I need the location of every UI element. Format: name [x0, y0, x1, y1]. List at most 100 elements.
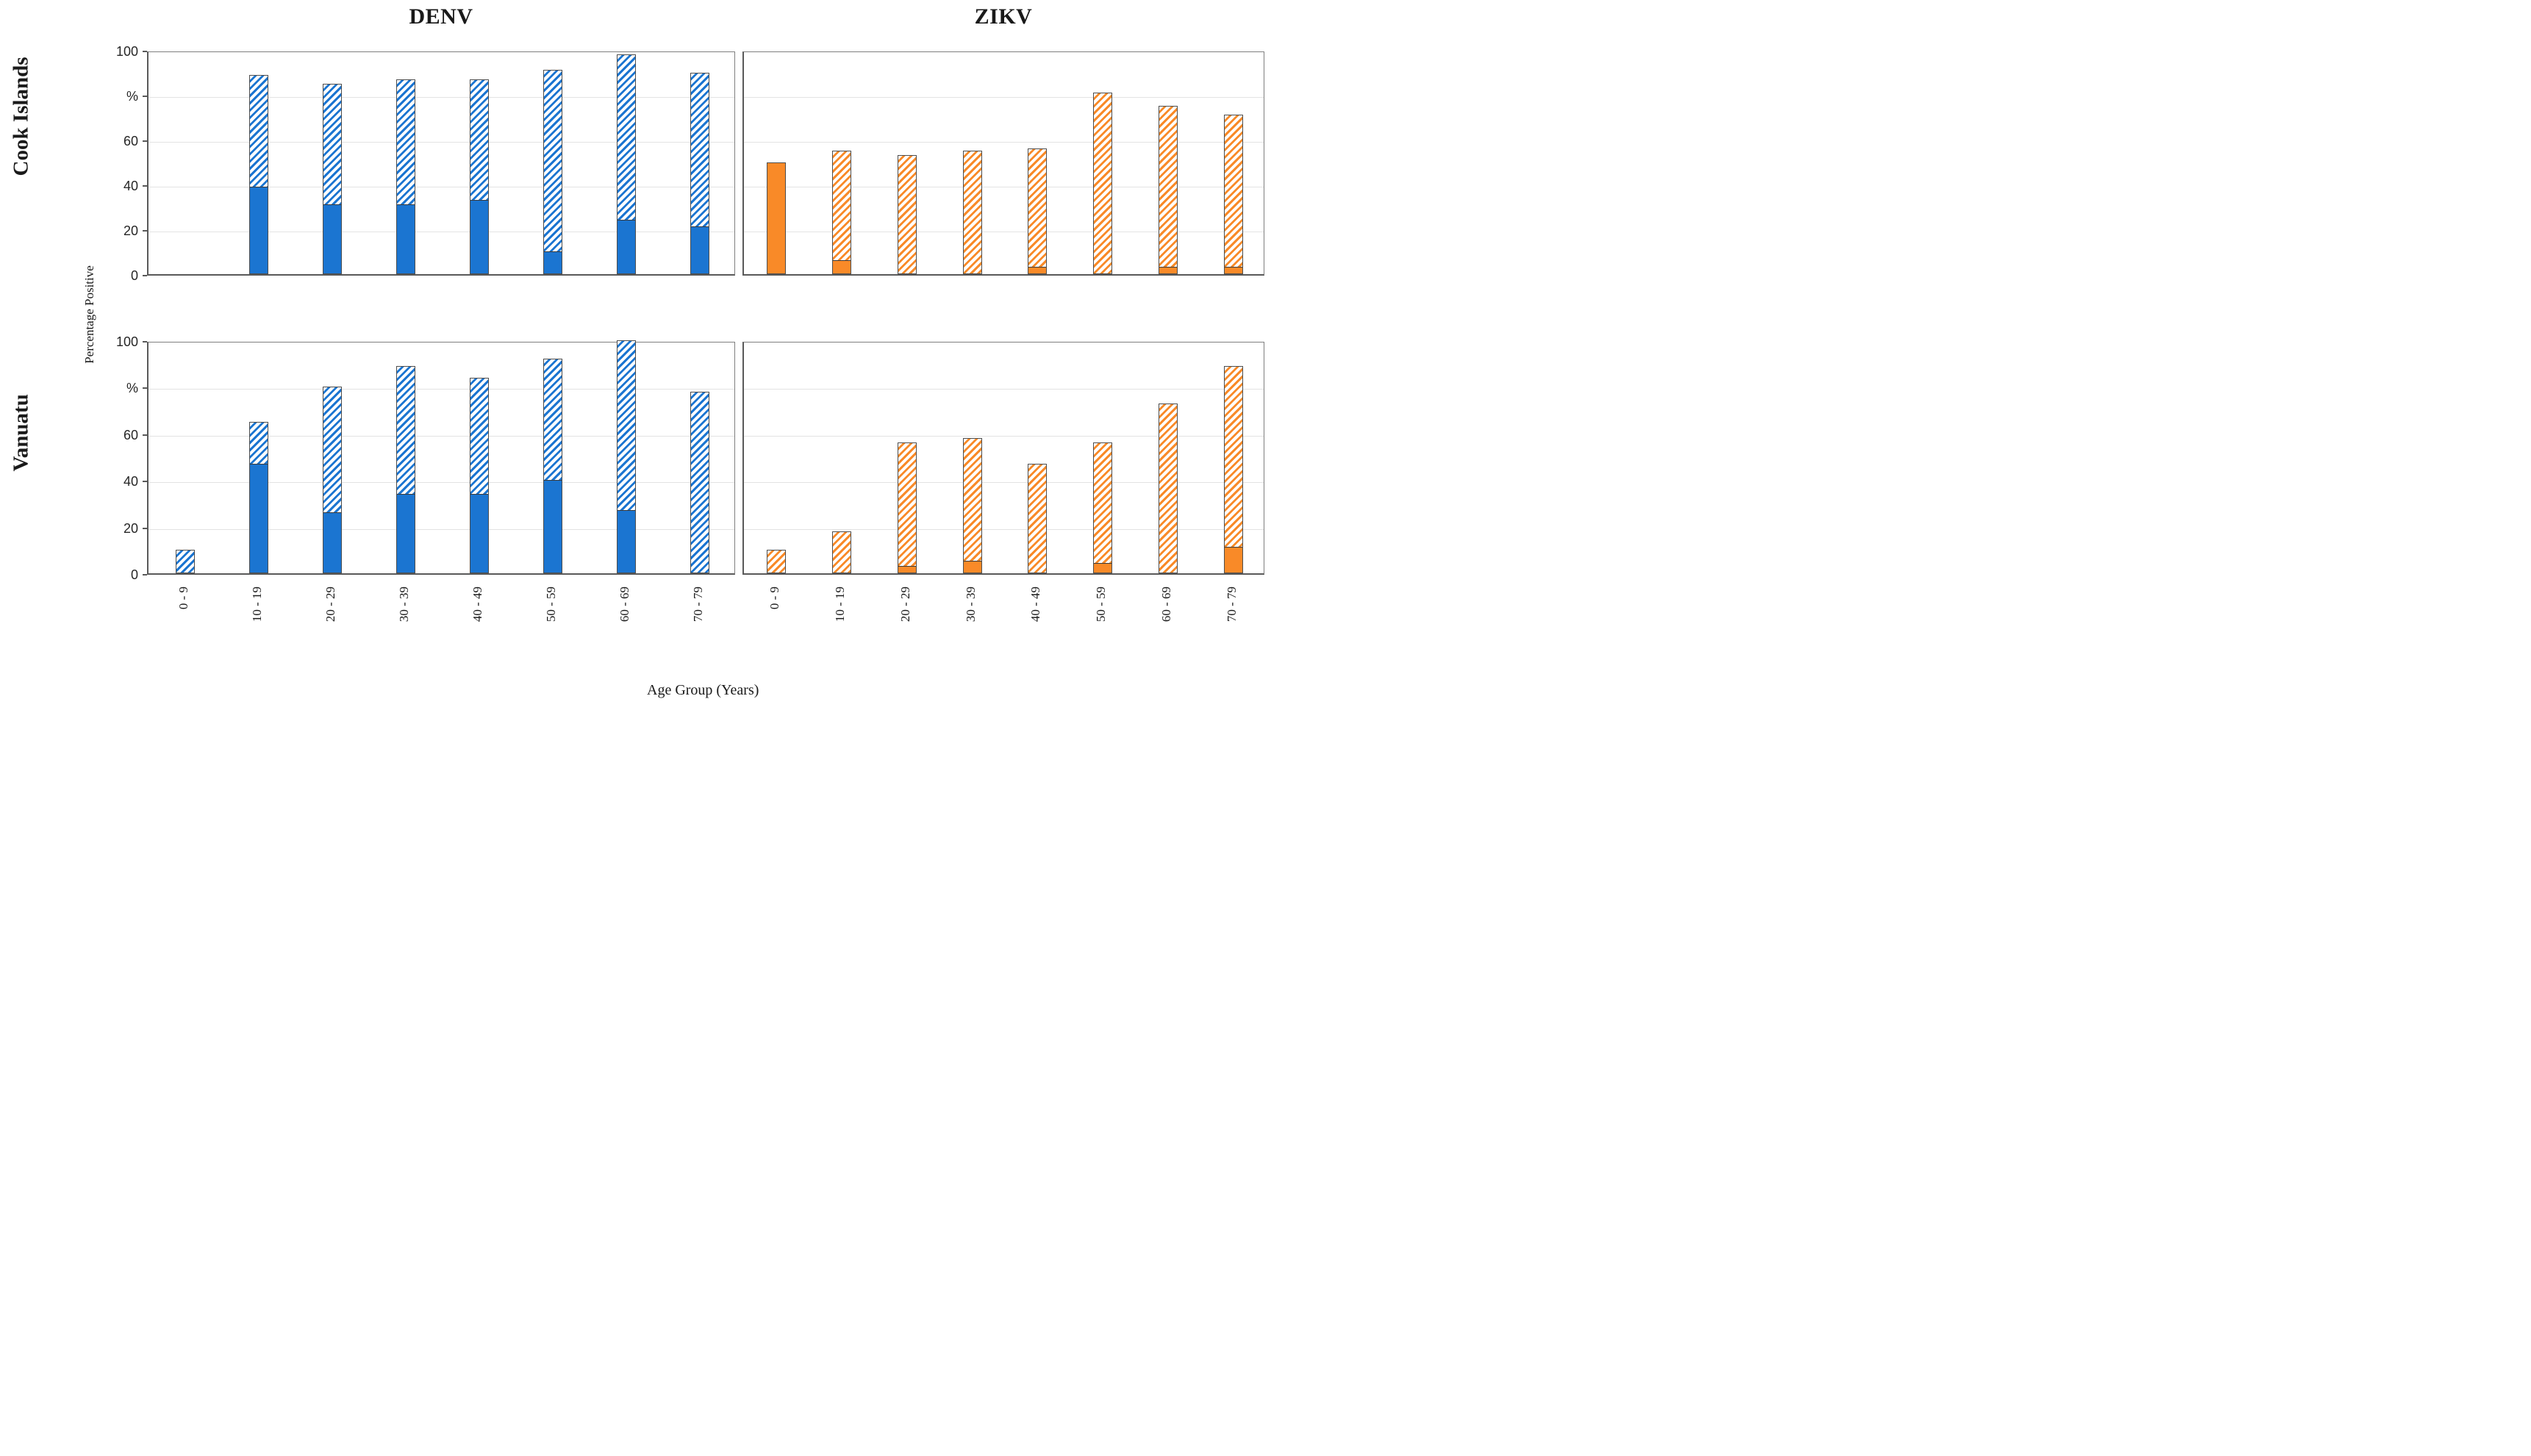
hatched-segment	[470, 378, 488, 495]
vanuatu-zikv-bar-70-79	[1223, 365, 1243, 573]
solid-segment	[544, 251, 562, 273]
y-tick-mark	[143, 185, 147, 187]
hatched-segment	[833, 531, 851, 573]
hatched-segment	[1224, 366, 1242, 548]
hatched-segment	[617, 55, 635, 220]
plot-vanuatu-zikv	[742, 342, 1264, 575]
solid-segment	[617, 509, 635, 573]
gridline-40	[148, 482, 734, 484]
y-tick-label-100: 100	[115, 44, 138, 59]
solid-segment	[1224, 266, 1242, 273]
seroprevalence-figure: DENV ZIKV Cook Islands Vanuatu Percentag…	[0, 0, 1266, 728]
y-tick-mark	[143, 275, 147, 276]
plot-cook-islands-denv	[147, 51, 735, 276]
hatched-segment	[1159, 404, 1177, 573]
hatched-segment	[963, 439, 981, 562]
x-axis-title: Age Group (Years)	[647, 682, 759, 698]
solid-segment	[470, 494, 488, 573]
cook-islands-zikv-bar-0-9	[767, 162, 787, 274]
hatched-segment	[833, 151, 851, 260]
plot-cook-islands-zikv	[742, 51, 1264, 276]
y-tick-label-40: 40	[123, 179, 138, 193]
y-tick-mark	[143, 434, 147, 436]
hatched-segment	[323, 84, 341, 205]
y-tick-label-%: %	[126, 89, 138, 104]
cook-islands-zikv-bar-50-59	[1093, 92, 1113, 274]
cook-islands-denv-bar-20-29	[323, 83, 342, 274]
x-tick-label-50-59: 50 - 59	[1094, 587, 1109, 623]
y-tick-mark	[143, 387, 147, 390]
hatched-segment	[898, 156, 916, 273]
cook-islands-denv-bar-10-19	[249, 74, 268, 274]
hatched-segment	[1094, 443, 1112, 564]
x-tick-label-30-39: 30 - 39	[397, 587, 411, 623]
gridline-40	[744, 482, 1264, 484]
x-tick-label-0-9: 0 - 9	[767, 587, 782, 610]
y-tick-mark	[143, 230, 147, 232]
hatched-segment	[691, 392, 709, 573]
hatched-segment	[767, 551, 786, 573]
hatched-segment	[250, 422, 268, 465]
x-tick-label-20-29: 20 - 29	[323, 587, 337, 623]
cook-islands-zikv-bar-30-39	[962, 151, 982, 274]
vanuatu-zikv-bar-50-59	[1093, 442, 1113, 573]
vanuatu-zikv-bar-0-9	[767, 550, 787, 573]
solid-segment	[963, 561, 981, 573]
hatched-segment	[323, 387, 341, 513]
cook-islands-zikv-bar-70-79	[1223, 115, 1243, 274]
vanuatu-zikv-bar-10-19	[832, 531, 852, 573]
hatched-segment	[691, 73, 709, 227]
y-tick-mark	[143, 96, 147, 97]
cook-islands-zikv-bar-20-29	[897, 155, 917, 274]
solid-segment	[1159, 266, 1177, 273]
solid-segment	[767, 162, 786, 273]
vanuatu-denv-bar-50-59	[543, 359, 562, 573]
vanuatu-zikv-bar-20-29	[897, 442, 917, 573]
x-tick-label-50-59: 50 - 59	[544, 587, 558, 623]
hatched-segment	[397, 79, 415, 205]
column-title-denv: DENV	[409, 4, 473, 29]
hatched-segment	[544, 71, 562, 251]
gridline-60	[744, 142, 1264, 143]
gridline-80	[744, 389, 1264, 390]
y-tick-label-%: %	[126, 381, 138, 396]
hatched-segment	[250, 75, 268, 187]
solid-segment	[1224, 547, 1242, 573]
y-tick-label-20: 20	[123, 520, 138, 536]
hatched-segment	[1028, 465, 1047, 573]
gridline-60	[744, 435, 1264, 437]
x-tick-label-70-79: 70 - 79	[1224, 587, 1239, 623]
solid-segment	[323, 204, 341, 273]
y-tick-label-0: 0	[130, 268, 138, 283]
solid-segment	[397, 204, 415, 273]
hatched-segment	[617, 341, 635, 510]
y-tick-label-60: 60	[123, 134, 138, 148]
x-tick-label-60-69: 60 - 69	[617, 587, 631, 623]
y-tick-label-20: 20	[123, 223, 138, 238]
hatched-segment	[1224, 115, 1242, 267]
vanuatu-denv-bar-70-79	[690, 391, 709, 573]
row-label-cook-islands: Cook Islands	[9, 57, 33, 176]
gridline-80	[148, 97, 734, 98]
y-tick-mark	[143, 140, 147, 142]
solid-segment	[833, 259, 851, 273]
y-tick-mark	[143, 527, 147, 529]
cook-islands-denv-bar-30-39	[396, 79, 415, 274]
plot-vanuatu-denv	[147, 340, 735, 575]
vanuatu-denv-bar-30-39	[396, 365, 415, 573]
x-tick-label-40-49: 40 - 49	[1028, 587, 1043, 623]
vanuatu-denv-bar-10-19	[249, 421, 268, 573]
vanuatu-denv-bar-20-29	[323, 387, 342, 573]
y-tick-mark	[143, 481, 147, 483]
hatched-segment	[544, 359, 562, 481]
y-tick-label-100: 100	[115, 334, 138, 349]
solid-segment	[250, 186, 268, 273]
cook-islands-zikv-bar-60-69	[1158, 106, 1178, 274]
solid-segment	[397, 493, 415, 573]
hatched-segment	[898, 443, 916, 566]
x-tick-label-40-49: 40 - 49	[470, 587, 484, 623]
x-tick-label-60-69: 60 - 69	[1159, 587, 1173, 623]
hatched-segment	[470, 79, 488, 201]
y-tick-mark	[143, 341, 147, 343]
cook-islands-zikv-bar-40-49	[1028, 148, 1048, 274]
